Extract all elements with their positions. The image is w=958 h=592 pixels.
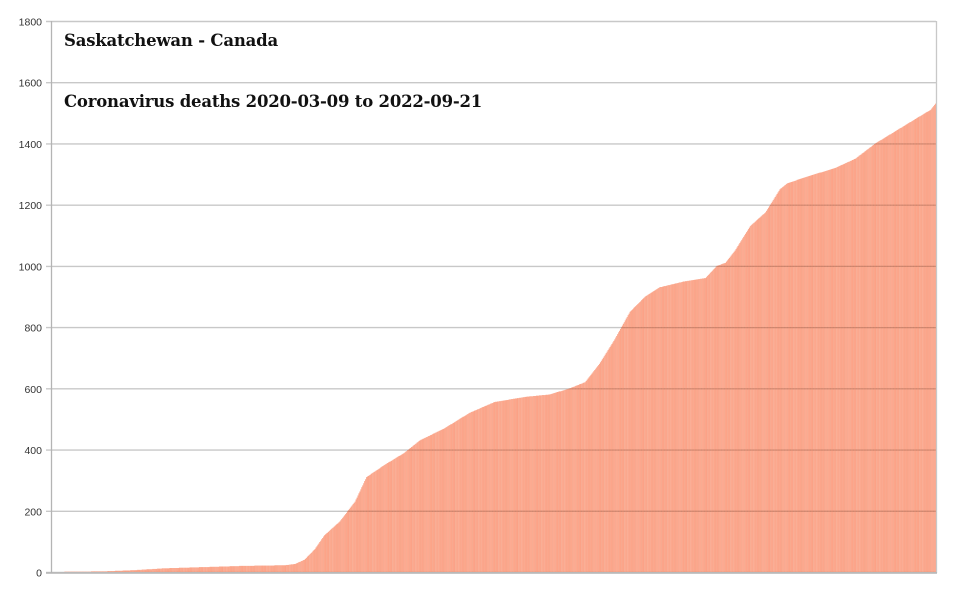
y-tick-label: 1600 bbox=[19, 78, 43, 90]
chart-subtitle: Coronavirus deaths 2020-03-09 to 2022-09… bbox=[64, 92, 483, 111]
y-tick-label: 600 bbox=[24, 384, 42, 396]
y-tick-label: 1000 bbox=[19, 261, 43, 273]
y-gridlines bbox=[46, 20, 936, 574]
data-bars bbox=[64, 103, 937, 573]
chart-title: Saskatchewan - Canada bbox=[64, 31, 278, 50]
y-tick-label: 400 bbox=[24, 445, 42, 457]
y-tick-labels: 0 200 400 600 800 1000 1200 1400 1600 1800 bbox=[19, 17, 43, 580]
y-tick-label: 0 bbox=[36, 568, 42, 580]
y-tick-label: 1800 bbox=[19, 17, 43, 29]
axes bbox=[46, 21, 938, 574]
y-tick-label: 200 bbox=[24, 506, 42, 518]
y-tick-label: 800 bbox=[24, 323, 42, 335]
y-tick-label: 1400 bbox=[19, 139, 43, 151]
y-tick-label: 1200 bbox=[19, 200, 43, 212]
